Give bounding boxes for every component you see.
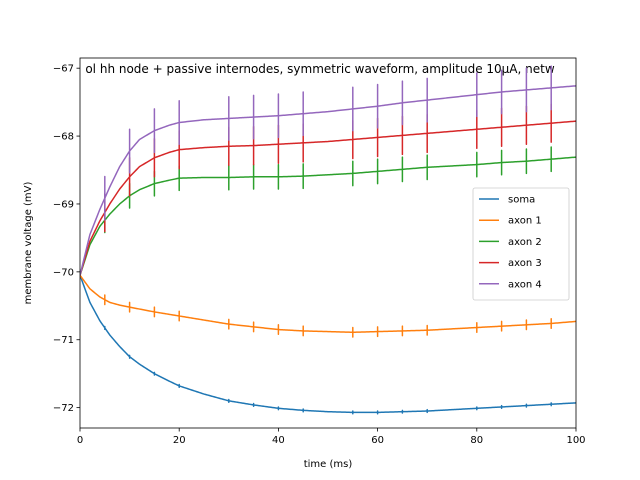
x-tick-label: 60 xyxy=(371,435,384,446)
x-axis: 0 20 40 60 80 100 xyxy=(77,428,586,446)
plot-area xyxy=(79,57,577,429)
legend-label: axon 2 xyxy=(508,237,542,248)
series-line-axon-4 xyxy=(80,65,576,276)
y-tick-label: −68 xyxy=(53,132,74,143)
x-tick-label: 80 xyxy=(470,435,483,446)
x-axis-label: time (ms) xyxy=(304,459,353,470)
legend: soma axon 1 axon 2 axon 3 axon 4 xyxy=(472,187,570,301)
legend-label: soma xyxy=(508,195,535,206)
x-tick-label: 20 xyxy=(173,435,186,446)
legend-box xyxy=(472,187,570,301)
x-tick-label: 40 xyxy=(272,435,285,446)
series-line-axon-2 xyxy=(80,146,576,276)
y-axis: −72 −71 −70 −69 −68 −67 xyxy=(53,64,80,414)
y-tick-label: −70 xyxy=(53,267,74,278)
x-tick-label: 100 xyxy=(566,435,585,446)
legend-label: axon 3 xyxy=(508,258,542,269)
legend-label: axon 1 xyxy=(508,216,542,227)
series-line-soma xyxy=(80,274,576,415)
series-lines xyxy=(80,65,576,415)
legend-label: axon 4 xyxy=(508,279,542,290)
y-tick-label: −71 xyxy=(53,335,74,346)
y-axis-label: membrane voltage (mV) xyxy=(23,181,34,304)
chart-title: ol hh node + passive internodes, symmetr… xyxy=(85,62,554,76)
y-tick-label: −69 xyxy=(53,199,74,210)
x-tick-label: 0 xyxy=(77,435,83,446)
y-tick-label: −72 xyxy=(53,403,74,414)
series-line-axon-3 xyxy=(80,103,576,276)
plot-frame xyxy=(79,57,577,429)
series-line-axon-1 xyxy=(80,274,576,338)
y-tick-label: −67 xyxy=(53,64,74,75)
